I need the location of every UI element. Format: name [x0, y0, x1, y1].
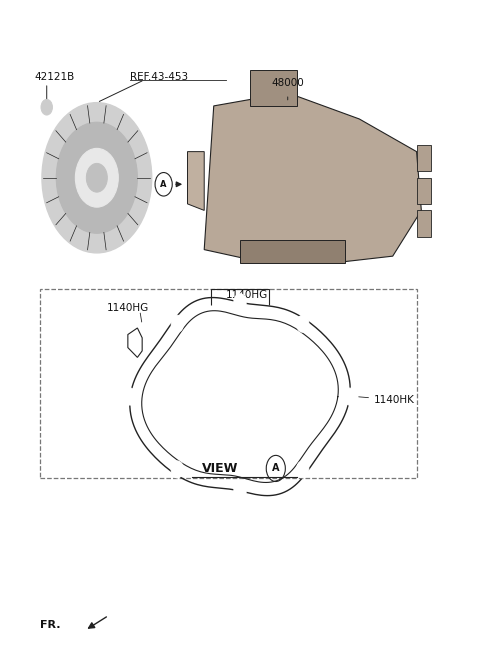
Circle shape — [344, 388, 356, 405]
Circle shape — [234, 294, 246, 311]
Polygon shape — [204, 93, 421, 262]
FancyBboxPatch shape — [39, 289, 417, 478]
Polygon shape — [417, 211, 431, 237]
Text: 42121B: 42121B — [35, 72, 75, 81]
Text: 1140HG: 1140HG — [107, 304, 149, 314]
Text: 1140HK: 1140HK — [373, 395, 415, 405]
Text: 1140HG: 1140HG — [226, 291, 268, 300]
Circle shape — [297, 316, 309, 332]
Polygon shape — [240, 240, 345, 262]
Text: 48000: 48000 — [271, 78, 304, 88]
Circle shape — [41, 99, 52, 115]
Polygon shape — [417, 145, 431, 171]
Polygon shape — [188, 152, 204, 211]
Text: A: A — [160, 180, 167, 189]
Circle shape — [86, 163, 108, 192]
Circle shape — [297, 461, 309, 478]
Text: FR.: FR. — [39, 620, 60, 630]
Circle shape — [75, 148, 118, 207]
Text: VIEW: VIEW — [202, 462, 238, 475]
Polygon shape — [417, 178, 431, 204]
Circle shape — [56, 122, 137, 234]
Text: A: A — [272, 463, 279, 474]
Circle shape — [234, 482, 246, 499]
Circle shape — [124, 388, 136, 405]
Circle shape — [42, 102, 152, 253]
Circle shape — [171, 316, 183, 332]
Circle shape — [171, 461, 183, 478]
Polygon shape — [128, 328, 142, 358]
Polygon shape — [250, 70, 297, 106]
Text: REF.43-453: REF.43-453 — [130, 72, 188, 81]
